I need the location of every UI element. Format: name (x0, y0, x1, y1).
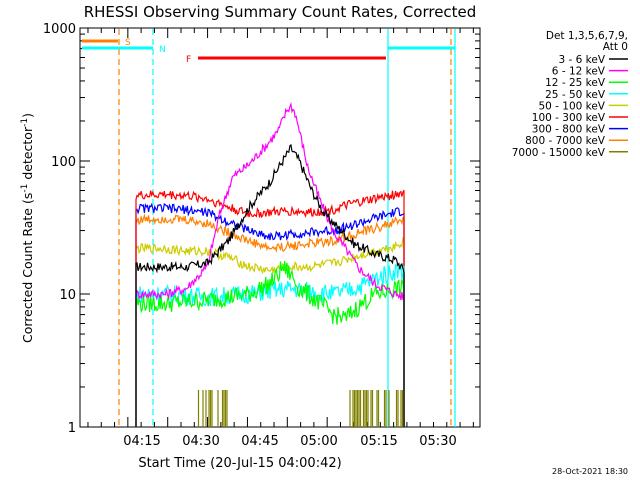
x-tick-label: 05:15 (360, 434, 397, 449)
series-line-4 (135, 237, 405, 427)
legend-entry-label: 12 - 25 keV (545, 77, 606, 89)
chart-title: RHESSI Observing Summary Count Rates, Co… (84, 3, 477, 21)
vertical-markers (118, 29, 456, 427)
y-axis-label-end: ) (20, 113, 35, 118)
x-tick-labels: 04:15 04:30 04:45 05:00 05:15 05:30 (123, 434, 456, 449)
x-tick-label: 04:30 (182, 434, 219, 449)
legend-entry-label: 3 - 6 keV (558, 54, 605, 66)
y-axis-label: Corrected Count Rate (s-1 detector-1) (20, 113, 35, 343)
legend-entry-label: 7000 - 15000 keV (512, 147, 606, 159)
x-axis-label: Start Time (20-Jul-15 04:00:42) (138, 456, 341, 471)
x-tick-label: 05:00 (300, 434, 337, 449)
series-line-0 (135, 143, 405, 427)
y-tick-label: 100 (51, 155, 76, 170)
x-tick-label: 05:30 (419, 434, 456, 449)
x-tick-label: 04:15 (123, 434, 160, 449)
series-line-5 (135, 189, 405, 427)
flag-label: N (159, 45, 166, 55)
axis-ticks (80, 28, 480, 428)
series-line-2 (135, 261, 405, 427)
legend-entry-label: 25 - 50 keV (545, 89, 606, 101)
y-tick-label: 10 (59, 288, 76, 303)
legend-entry-label: 100 - 300 keV (532, 112, 606, 124)
y-axis-label-start: Corrected Count Rate (s (20, 193, 35, 343)
series-line-3 (135, 263, 405, 427)
series-line-6 (135, 202, 405, 427)
y-tick-label: 1000 (43, 22, 76, 37)
flag-bars: S N F (82, 38, 455, 65)
y-axis-label-sup2: -1 (20, 118, 30, 127)
series-7000-15000-kev (197, 390, 404, 427)
plot-frame (79, 27, 481, 428)
legend-header-attenuator: Att 0 (603, 41, 628, 53)
x-tick-label: 04:45 (241, 434, 278, 449)
legend-header-detectors: Det 1,3,5,6,7,9, (546, 30, 628, 42)
legend-entry-label: 6 - 12 keV (552, 66, 606, 78)
flag-label: S (125, 38, 131, 48)
y-tick-label: 1 (68, 421, 76, 436)
legend-entry-label: 50 - 100 keV (538, 100, 605, 112)
legend-entry-label: 300 - 800 keV (532, 124, 606, 136)
legend-entry-label: 800 - 7000 keV (525, 135, 606, 147)
series-line-1 (135, 101, 405, 427)
y-tick-labels: 1 10 100 1000 (43, 22, 76, 436)
series-line-7 (135, 213, 405, 427)
y-axis-label-sup1: -1 (20, 184, 30, 193)
series-layer (135, 101, 405, 427)
flag-label: F (186, 55, 191, 65)
generation-timestamp: 28-Oct-2021 18:30 (552, 467, 628, 476)
y-axis-label-mid: detector (20, 126, 35, 184)
